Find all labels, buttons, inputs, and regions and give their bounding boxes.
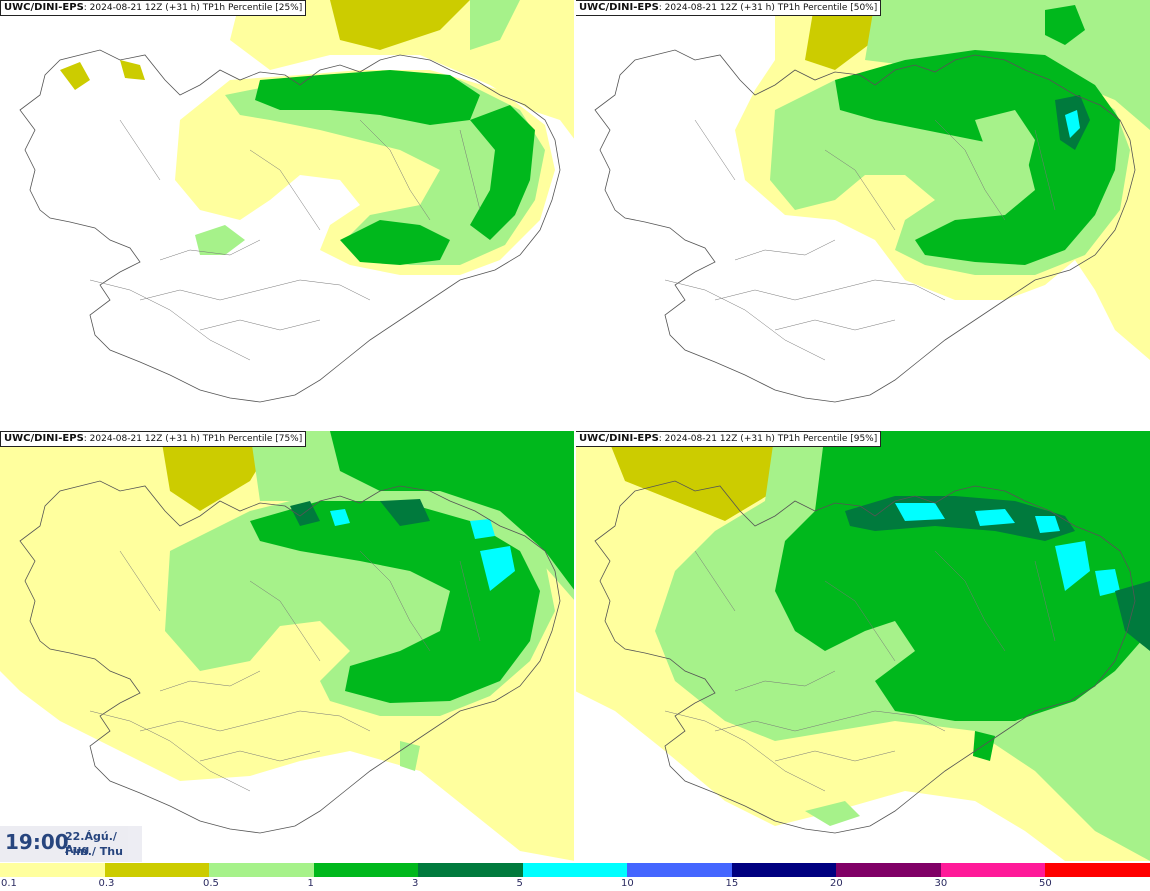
legend-tick-label: 5	[516, 878, 523, 889]
panel-divider-horizontal	[0, 428, 1150, 431]
legend-swatch	[418, 863, 523, 877]
legend-tick-label: 30	[934, 878, 948, 889]
precip-map-50	[575, 0, 1150, 430]
legend-tick-label: 0.3	[98, 878, 115, 889]
run-info: : 2024-08-21 12Z (+31 h) TP1h Percentile…	[83, 3, 303, 13]
legend-swatch	[0, 863, 105, 877]
legend-swatch	[522, 863, 628, 877]
legend-swatch	[836, 863, 941, 877]
panel-label: UWC/DINI-EPS: 2024-08-21 12Z (+31 h) TP1…	[575, 431, 882, 447]
run-info: : 2024-08-21 12Z (+31 h) TP1h Percentile…	[658, 3, 878, 13]
valid-weekday: Fim./ Thu	[65, 845, 123, 858]
legend-tick-label: 10	[621, 878, 634, 889]
run-info: : 2024-08-21 12Z (+31 h) TP1h Percentile…	[658, 434, 878, 444]
map-panel-95: UWC/DINI-EPS: 2024-08-21 12Z (+31 h) TP1…	[575, 431, 1150, 861]
valid-time-box: 19:00 22.Ágú./ Aug Fim./ Thu	[0, 826, 142, 862]
panel-label: UWC/DINI-EPS: 2024-08-21 12Z (+31 h) TP1…	[575, 0, 882, 16]
legend-swatch	[940, 863, 1046, 877]
legend-tick-label: 0.1	[1, 878, 17, 889]
run-info: : 2024-08-21 12Z (+31 h) TP1h Percentile…	[83, 434, 303, 444]
legend-swatch	[627, 863, 732, 877]
model-name: UWC/DINI-EPS	[4, 433, 84, 444]
legend-tick-label: 50	[1039, 878, 1052, 889]
panel-label: UWC/DINI-EPS: 2024-08-21 12Z (+31 h) TP1…	[0, 431, 307, 447]
map-panel-75: UWC/DINI-EPS: 2024-08-21 12Z (+31 h) TP1…	[0, 431, 575, 861]
model-name: UWC/DINI-EPS	[579, 433, 659, 444]
legend-tick-label: 1	[307, 878, 314, 889]
legend-swatch	[1045, 863, 1150, 877]
legend-swatch	[313, 863, 419, 877]
legend-tick-label: 3	[412, 878, 419, 889]
precip-map-75	[0, 431, 575, 861]
legend-swatch	[209, 863, 314, 877]
legend-tick-label: 15	[725, 878, 739, 889]
model-name: UWC/DINI-EPS	[4, 2, 84, 13]
valid-date: 22.Ágú./ Aug	[65, 830, 117, 856]
valid-time: 19:00	[5, 830, 69, 854]
panel-divider-vertical	[574, 0, 576, 862]
map-panel-50: UWC/DINI-EPS: 2024-08-21 12Z (+31 h) TP1…	[575, 0, 1150, 430]
panel-label: UWC/DINI-EPS: 2024-08-21 12Z (+31 h) TP1…	[0, 0, 307, 16]
legend-swatch	[731, 863, 837, 877]
precip-legend: 0.1 0.3 0.5 1 3 5 10 15 20 30 50	[0, 862, 1150, 891]
map-panel-25: UWC/DINI-EPS: 2024-08-21 12Z (+31 h) TP1…	[0, 0, 575, 430]
precip-map-25	[0, 0, 575, 430]
legend-swatch	[104, 863, 210, 877]
model-name: UWC/DINI-EPS	[579, 2, 659, 13]
legend-tick-label: 20	[830, 878, 843, 889]
precip-map-95	[575, 431, 1150, 861]
legend-tick-label: 0.5	[203, 878, 219, 889]
